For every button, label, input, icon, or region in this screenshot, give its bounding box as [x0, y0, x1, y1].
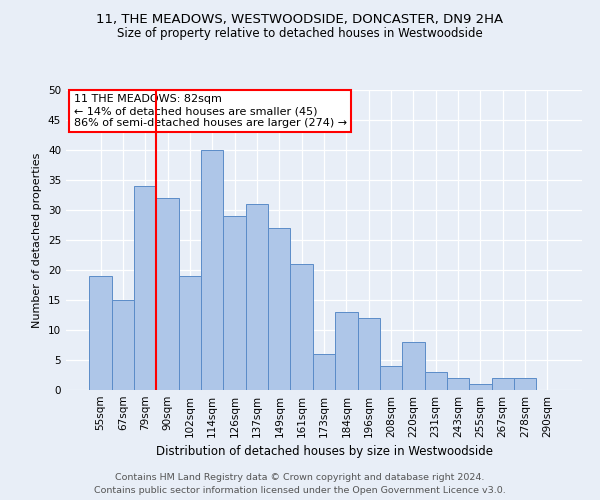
Bar — [179, 276, 201, 390]
Bar — [514, 378, 536, 390]
Bar — [290, 264, 313, 390]
Bar — [268, 228, 290, 390]
Bar — [425, 372, 447, 390]
Bar — [157, 198, 179, 390]
Y-axis label: Number of detached properties: Number of detached properties — [32, 152, 43, 328]
Text: 11, THE MEADOWS, WESTWOODSIDE, DONCASTER, DN9 2HA: 11, THE MEADOWS, WESTWOODSIDE, DONCASTER… — [97, 12, 503, 26]
Bar — [335, 312, 358, 390]
Bar — [223, 216, 246, 390]
Bar — [134, 186, 157, 390]
Bar — [201, 150, 223, 390]
Bar — [246, 204, 268, 390]
X-axis label: Distribution of detached houses by size in Westwoodside: Distribution of detached houses by size … — [155, 446, 493, 458]
Bar — [491, 378, 514, 390]
Text: Size of property relative to detached houses in Westwoodside: Size of property relative to detached ho… — [117, 28, 483, 40]
Bar — [402, 342, 425, 390]
Bar — [89, 276, 112, 390]
Text: 11 THE MEADOWS: 82sqm
← 14% of detached houses are smaller (45)
86% of semi-deta: 11 THE MEADOWS: 82sqm ← 14% of detached … — [74, 94, 347, 128]
Text: Contains HM Land Registry data © Crown copyright and database right 2024.
Contai: Contains HM Land Registry data © Crown c… — [94, 474, 506, 495]
Bar — [112, 300, 134, 390]
Bar — [313, 354, 335, 390]
Bar — [447, 378, 469, 390]
Bar — [380, 366, 402, 390]
Bar — [469, 384, 491, 390]
Bar — [358, 318, 380, 390]
